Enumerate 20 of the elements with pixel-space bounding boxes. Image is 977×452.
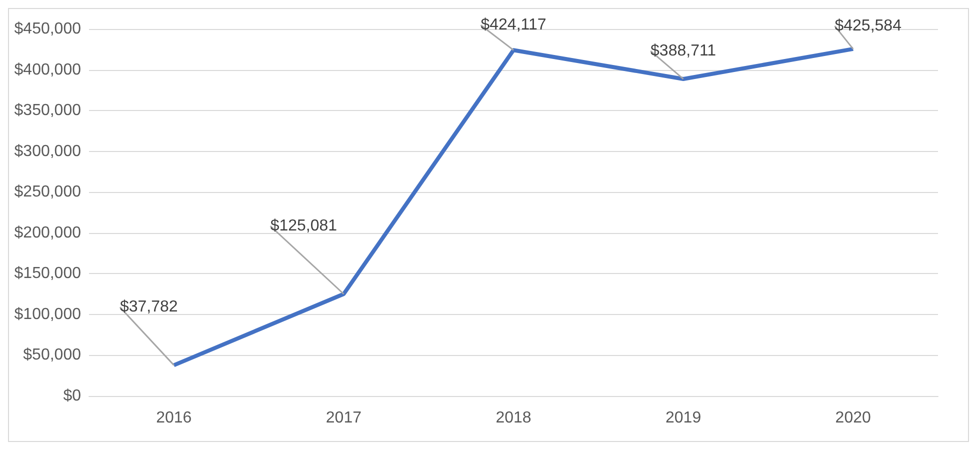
data-label: $424,117 (480, 16, 546, 34)
y-tick-label: $150,000 (14, 265, 82, 282)
y-tick-label: $350,000 (14, 102, 82, 120)
x-tick-label: 2016 (156, 410, 192, 426)
data-label: $425,584 (834, 17, 902, 34)
y-tick-label: $400,000 (14, 61, 82, 78)
y-tick-label: $0 (63, 388, 82, 404)
data-label: $388,711 (650, 42, 716, 60)
y-tick-label: $200,000 (14, 224, 82, 242)
y-tick-label: $100,000 (14, 306, 82, 323)
data-label: $125,081 (270, 217, 338, 234)
x-tick-label: 2019 (666, 410, 702, 426)
y-tick-label: $250,000 (14, 184, 82, 201)
x-tick-label: 2018 (496, 410, 532, 426)
y-tick-label: $50,000 (23, 346, 82, 364)
y-tick-label: $300,000 (14, 142, 82, 160)
x-tick-label: 2017 (326, 410, 362, 426)
data-label: $37,782 (120, 298, 178, 316)
x-tick-label: 2020 (835, 410, 871, 426)
y-tick-label: $450,000 (14, 20, 82, 38)
